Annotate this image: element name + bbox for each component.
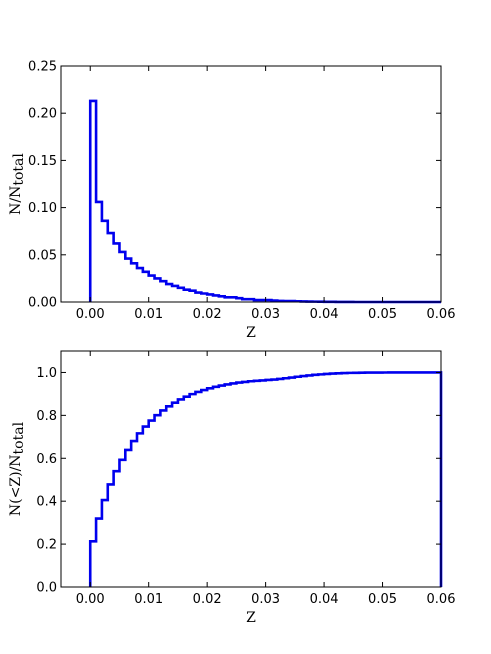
histogram-plot-frame bbox=[60, 65, 442, 303]
cumulative-x-ticks: 0.00 0.01 0.02 0.03 0.04 0.05 0.06 bbox=[76, 351, 456, 607]
cumulative-x-tick-label: 0.04 bbox=[310, 592, 339, 607]
cumulative-y-axis-label-main: N(<Z)/N bbox=[8, 454, 24, 516]
histogram-x-tick-label: 0.03 bbox=[251, 307, 280, 322]
cumulative-y-tick-label: 0.4 bbox=[36, 495, 57, 510]
histogram-series-line bbox=[88, 99, 441, 304]
cumulative-x-tick-label: 0.02 bbox=[193, 592, 222, 607]
histogram-x-tick-label: 0.04 bbox=[310, 307, 339, 322]
cumulative-x-axis-label: Z bbox=[246, 610, 256, 626]
cumulative-y-ticks: 0.0 0.2 0.4 0.6 0.8 1.0 bbox=[36, 366, 441, 596]
histogram-y-tick-label: 0.20 bbox=[28, 107, 57, 122]
cumulative-x-tick-label: 0.01 bbox=[134, 592, 163, 607]
cumulative-plot-frame bbox=[60, 350, 442, 588]
cumulative-x-tick-label: 0.05 bbox=[368, 592, 397, 607]
cumulative-y-tick-label: 0.0 bbox=[36, 581, 57, 596]
histogram-x-tick-label: 0.06 bbox=[427, 307, 456, 322]
cumulative-series-line bbox=[88, 371, 443, 587]
histogram-y-tick-label: 0.05 bbox=[28, 248, 57, 263]
histogram-x-ticks: 0.00 0.01 0.02 0.03 0.04 0.05 0.06 bbox=[76, 66, 456, 322]
histogram-panel: 0.00 0.01 0.02 0.03 0.04 0.05 0.06 0.00 0.05 0.1… bbox=[8, 60, 455, 342]
cumulative-y-tick-label: 0.8 bbox=[36, 409, 57, 424]
histogram-y-axis-label-sub: total bbox=[11, 153, 27, 186]
cumulative-x-tick-label: 0.03 bbox=[251, 592, 280, 607]
histogram-y-tick-label: 0.15 bbox=[28, 154, 57, 169]
histogram-x-tick-label: 0.05 bbox=[368, 307, 397, 322]
histogram-x-tick-label: 0.02 bbox=[193, 307, 222, 322]
histogram-y-axis-label-main: N/N bbox=[8, 186, 24, 215]
histogram-x-axis-label: Z bbox=[246, 325, 256, 341]
cumulative-y-axis-label-sub: total bbox=[11, 421, 27, 454]
cumulative-y-tick-label: 0.2 bbox=[36, 538, 57, 553]
histogram-x-tick-label: 0.00 bbox=[76, 307, 105, 322]
cumulative-x-tick-label: 0.06 bbox=[427, 592, 456, 607]
cumulative-y-tick-label: 1.0 bbox=[36, 366, 57, 381]
cumulative-panel: 0.00 0.01 0.02 0.03 0.04 0.05 0.06 0.00.20.40.… bbox=[8, 350, 456, 626]
histogram-x-tick-label: 0.01 bbox=[134, 307, 163, 322]
histogram-y-tick-label: 0.00 bbox=[28, 296, 57, 311]
histogram-y-tick-label: 0.25 bbox=[28, 60, 57, 75]
histogram-y-axis-label: N/Ntotal bbox=[8, 153, 27, 215]
cumulative-x-tick-label: 0.00 bbox=[76, 592, 105, 607]
histogram-y-ticks: 0.00 0.05 0.10 0.15 0.20 0.25 bbox=[28, 60, 441, 311]
histogram-y-tick-label: 0.10 bbox=[28, 201, 57, 216]
cumulative-y-tick-label: 0.6 bbox=[36, 452, 57, 467]
cumulative-y-axis-label: N(<Z)/Ntotal bbox=[8, 421, 27, 516]
